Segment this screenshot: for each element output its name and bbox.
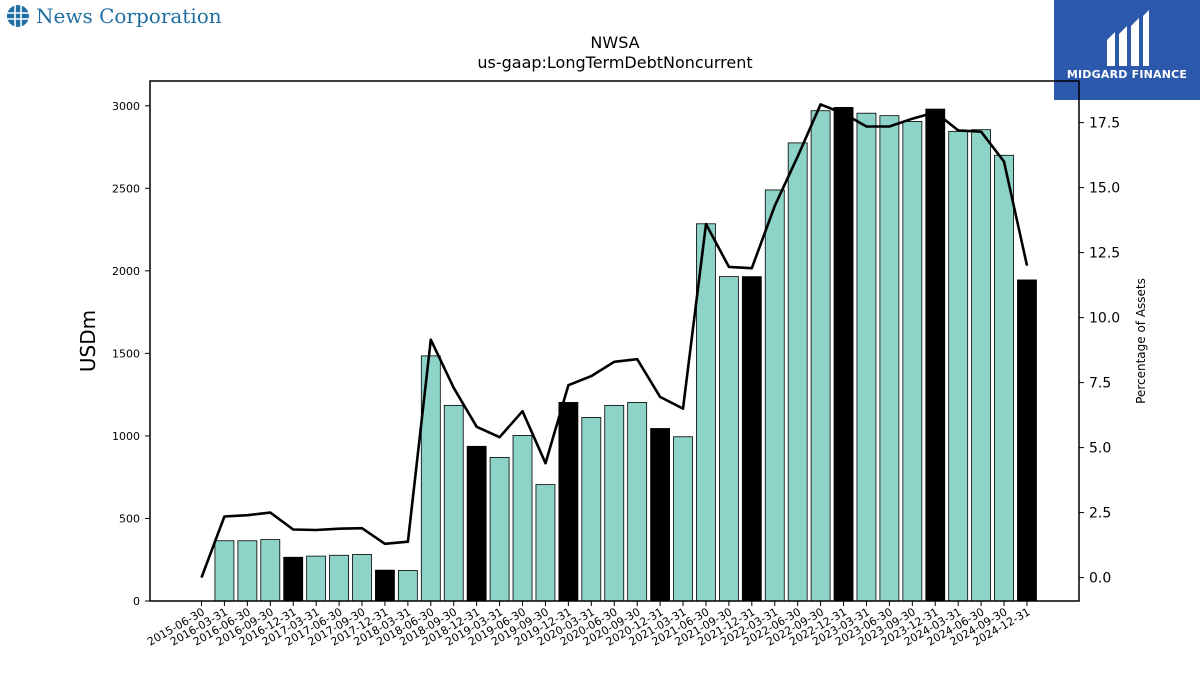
bar [260, 539, 281, 602]
bar [971, 129, 992, 602]
y2-tick-label: 10.0 [1089, 311, 1120, 327]
y2-tick-label: 17.5 [1089, 116, 1120, 132]
y-axis-label: USDm [76, 310, 100, 372]
bar [397, 570, 418, 602]
bar [375, 569, 395, 602]
bar [948, 130, 969, 602]
y2-tick-label: 5.0 [1089, 441, 1111, 457]
bar [810, 110, 831, 602]
chart-subtitle: us-gaap:LongTermDebtNoncurrent [477, 53, 752, 72]
y2-tick-label: 2.5 [1089, 506, 1111, 522]
bar [787, 142, 808, 602]
bar [902, 121, 923, 602]
y-tick-label: 3000 [112, 100, 140, 113]
y-tick-label: 2000 [112, 265, 140, 278]
bar [581, 417, 602, 602]
y-tick-label: 500 [119, 512, 140, 525]
y-tick-label: 0 [133, 595, 140, 608]
midgard-name: MIDGARD FINANCE [1066, 68, 1188, 81]
news-corp-name: News Corporation [36, 4, 222, 28]
bar [214, 540, 235, 602]
y2-tick-label: 0.0 [1089, 571, 1111, 587]
bar [604, 404, 625, 602]
bar [741, 276, 762, 602]
midgard-logo-icon [1107, 10, 1149, 66]
bar [764, 189, 785, 602]
bar [558, 402, 579, 602]
bar [352, 554, 372, 602]
midgard-logo: MIDGARD FINANCE [1054, 0, 1200, 100]
bar [443, 404, 464, 602]
bar [833, 107, 854, 602]
y2-tick-label: 7.5 [1089, 376, 1111, 392]
bar [925, 108, 946, 602]
bar [512, 435, 533, 602]
bar [329, 554, 349, 602]
bar [879, 115, 900, 602]
y2-tick-label: 12.5 [1089, 246, 1120, 262]
globe-icon [7, 5, 29, 27]
bar [673, 436, 693, 602]
y-tick-label: 2500 [112, 182, 140, 195]
bar [283, 556, 304, 602]
bar [237, 540, 258, 602]
y-tick-label: 1000 [112, 430, 140, 443]
y2-tick-label: 15.0 [1089, 181, 1120, 197]
bar [994, 154, 1014, 602]
bar [650, 428, 670, 602]
bar [466, 445, 487, 602]
y-tick-label: 1500 [112, 347, 140, 360]
bar [718, 276, 739, 602]
series-line-percentage-of-assets [200, 103, 1029, 579]
chart-title: NWSA [590, 33, 639, 52]
bar [306, 555, 327, 602]
y2-axis-label: Percentage of Assets [1134, 278, 1148, 404]
bar [535, 484, 556, 602]
news-corp-logo: News Corporation [6, 4, 222, 28]
bar [1017, 279, 1037, 602]
bar [856, 112, 877, 602]
bar [627, 402, 648, 602]
bar [489, 456, 510, 602]
